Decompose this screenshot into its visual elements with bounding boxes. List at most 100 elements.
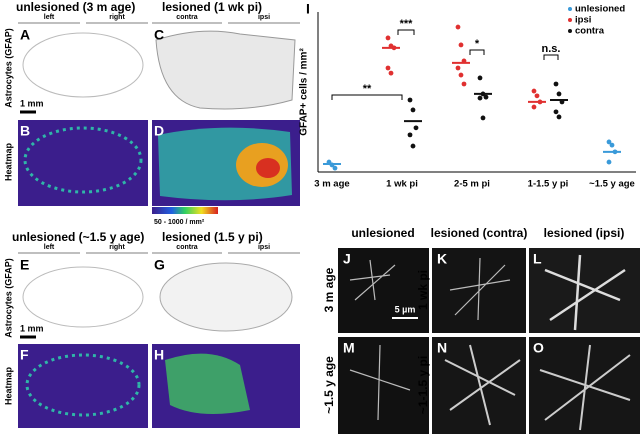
row-label: ~1.5 y age (322, 356, 336, 414)
scale-bar-label: 1 mm (20, 323, 44, 333)
brain-outline (155, 30, 296, 110)
micrograph-m (338, 337, 429, 434)
x-tick-label: 2-5 m pi (454, 179, 490, 190)
side-label: right (109, 14, 125, 21)
data-point (455, 24, 461, 30)
chart: GFAP+ cells / mm² 3 m age 1 wk pi 2-5 m pi 1… (299, 4, 636, 190)
legend-marker (568, 29, 572, 33)
data-point (606, 159, 612, 165)
row-label: 3 m age (322, 267, 336, 312)
heatmap-blob (165, 353, 250, 414)
data-point (477, 75, 483, 81)
micrograph-l (529, 248, 640, 333)
data-point (388, 70, 394, 76)
data-point (477, 95, 483, 101)
x-tick-label: 3 m age (314, 179, 349, 190)
bracket (543, 54, 559, 60)
panel-letter: E (20, 257, 29, 273)
brain-outline (159, 262, 293, 332)
data-point (458, 42, 464, 48)
panel-letter: K (437, 251, 447, 267)
annotation: ** (363, 83, 372, 95)
data-point (385, 35, 391, 41)
row-label: Heatmap (3, 142, 13, 181)
bracket (469, 49, 485, 55)
x-tick-label: ~1.5 y age (589, 179, 635, 190)
column-title: lesioned (contra) (431, 226, 528, 240)
data-point (553, 109, 559, 115)
data-point (483, 94, 489, 100)
cell-processes (349, 254, 631, 431)
bracket (331, 94, 403, 100)
side-label: right (109, 244, 125, 251)
data-point (609, 142, 615, 148)
panel-letter: C (154, 27, 164, 43)
side-label: contra (176, 14, 198, 21)
data-point (534, 93, 540, 99)
data-point (480, 115, 486, 121)
data-point (556, 114, 562, 120)
panel-letter: I (306, 1, 310, 17)
annotation: * (475, 38, 480, 50)
image-e (18, 254, 148, 340)
colorbar-label: 50 - 1000 / mm² (154, 219, 205, 226)
heatmap-f (18, 344, 148, 428)
x-tick-label: 1 wk pi (386, 179, 418, 190)
panel-title: lesioned (1.5 y pi) (162, 230, 263, 244)
data-point (606, 139, 612, 145)
panel-title: unlesioned (~1.5 y age) (12, 230, 144, 244)
heatmap-blob (23, 126, 143, 194)
panel-letter: J (343, 251, 351, 267)
panel-letter: D (154, 123, 164, 139)
data-point (407, 132, 413, 138)
panel-letter: N (437, 340, 447, 356)
panel-title: lesioned (1 wk pi) (162, 0, 262, 14)
data-point (461, 81, 467, 87)
column-title: lesioned (ipsi) (544, 226, 625, 240)
brain-outline (22, 32, 144, 98)
side-label: left (44, 14, 55, 21)
side-label: ipsi (258, 14, 270, 21)
data-point (531, 88, 537, 94)
row-label: ~1-1.5 y pi (416, 356, 430, 414)
y-axis-label: GFAP+ cells / mm² (299, 48, 310, 136)
x-tick-label: 1-1.5 y pi (528, 179, 569, 190)
panel-letter: O (533, 340, 544, 356)
micrograph-n (432, 337, 526, 434)
data-point (385, 65, 391, 71)
data-point (410, 143, 416, 149)
legend-label: ipsi (575, 15, 591, 26)
legend-marker (568, 18, 572, 22)
data-point (413, 125, 419, 131)
data-point (407, 97, 413, 103)
panel-letters: A B C D E F G H I J K L M N O (20, 1, 544, 363)
panel-letter: F (20, 347, 29, 363)
images (18, 22, 640, 434)
data-point (531, 104, 537, 110)
panel-letter: H (154, 347, 164, 363)
legend-marker (568, 7, 572, 11)
annotation: *** (400, 18, 414, 30)
panel-letter: M (343, 340, 355, 356)
row-label: 1 wk pi (416, 270, 430, 310)
side-label: left (44, 244, 55, 251)
data-point (556, 91, 562, 97)
brain-outline (22, 266, 144, 328)
panel-letter: G (154, 257, 165, 273)
side-label: contra (176, 244, 198, 251)
row-label: Astrocytes (GFAP) (3, 28, 13, 108)
data-point (553, 81, 559, 87)
panel-letter: A (20, 27, 30, 43)
heatmap-blob (256, 158, 280, 178)
column-title: unlesioned (351, 226, 414, 240)
image-a (18, 24, 148, 116)
legend-label: unlesioned (575, 4, 625, 15)
legend-label: contra (575, 26, 605, 37)
row-label: Heatmap (3, 366, 13, 405)
panel-letter: L (533, 251, 542, 267)
heatmap-blob (25, 353, 141, 417)
data-point (458, 72, 464, 78)
scale-bar-label: 1 mm (20, 98, 44, 108)
scale-bar-label: 5 µm (395, 304, 416, 314)
